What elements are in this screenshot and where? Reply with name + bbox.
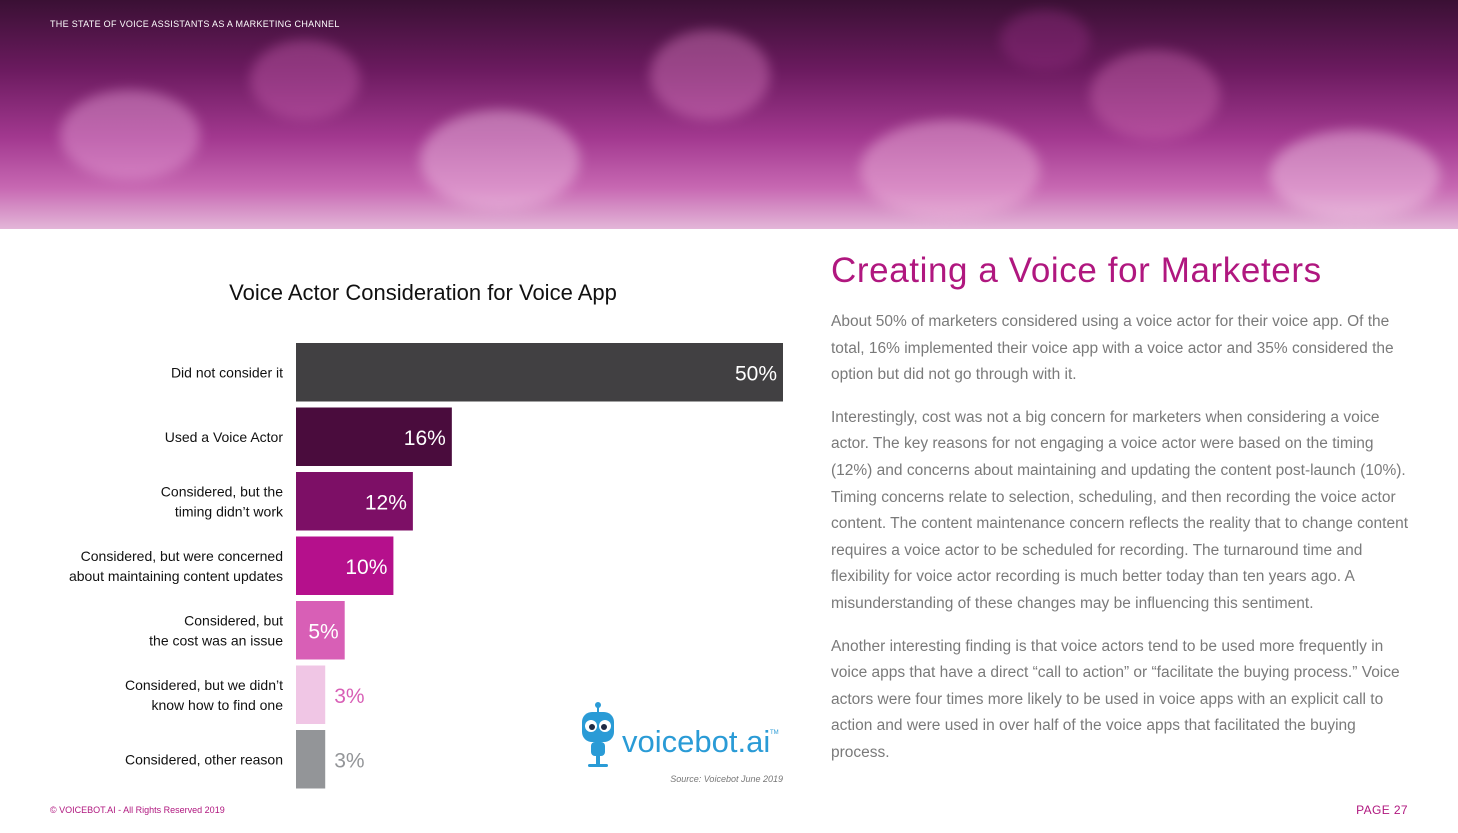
bar-value-label-3: 10%	[345, 556, 387, 579]
category-label-5: know how to find one	[151, 697, 283, 713]
logo-tm: TM	[770, 730, 779, 736]
bar-1	[296, 407, 452, 466]
category-label-3: about maintaining content updates	[69, 568, 283, 584]
footer-copyright: © VOICEBOT.AI - All Rights Reserved 2019	[50, 805, 225, 815]
page-number: PAGE 27	[1356, 803, 1408, 817]
bar-3	[296, 536, 394, 595]
report-title: THE STATE OF VOICE ASSISTANTS AS A MARKE…	[50, 19, 340, 29]
category-label-4: the cost was an issue	[149, 632, 283, 648]
category-label-2: Considered, but the	[161, 483, 283, 499]
article-paragraph: Another interesting finding is that voic…	[831, 637, 1400, 761]
article-body: About 50% of marketers considered using …	[831, 309, 1416, 783]
robot-mascot-icon	[582, 702, 614, 767]
article-heading: Creating a Voice for Marketers	[831, 251, 1322, 290]
bar-value-label-2: 12%	[365, 491, 407, 514]
chart-title: Voice Actor Consideration for Voice App	[229, 280, 617, 305]
chart-source: Source: Voicebot June 2019	[670, 774, 783, 784]
category-label-5: Considered, but we didn’t	[125, 677, 283, 693]
logo-text: voicebot.ai	[622, 724, 770, 759]
bar-5	[296, 665, 326, 724]
bar-value-label-5: 3%	[334, 685, 364, 708]
category-label-0: Did not consider it	[171, 364, 283, 380]
category-label-3: Considered, but were concerned	[81, 548, 283, 564]
bar-2	[296, 472, 413, 531]
category-label-6: Considered, other reason	[125, 751, 283, 767]
bar-4	[296, 601, 345, 660]
header-banner: THE STATE OF VOICE ASSISTANTS AS A MARKE…	[0, 0, 1458, 229]
bar-value-label-1: 16%	[404, 427, 446, 450]
bar-value-label-4: 5%	[308, 620, 338, 643]
article-paragraph: About 50% of marketers considered using …	[831, 313, 1394, 384]
article-paragraph: Interestingly, cost was not a big concer…	[831, 408, 1409, 612]
bar-value-label-0: 50%	[735, 362, 777, 385]
category-label-2: timing didn’t work	[175, 503, 284, 519]
bar-chart: 50% Did not consider it 16% Used a Voice Ac…	[69, 343, 783, 789]
category-label-1: Used a Voice Actor	[165, 429, 284, 445]
bar-6	[296, 730, 326, 789]
category-label-4: Considered, but	[184, 612, 283, 628]
bar-0	[296, 343, 783, 402]
voicebot-logo: voicebot.ai TM	[582, 702, 779, 767]
bar-value-label-6: 3%	[334, 749, 364, 772]
